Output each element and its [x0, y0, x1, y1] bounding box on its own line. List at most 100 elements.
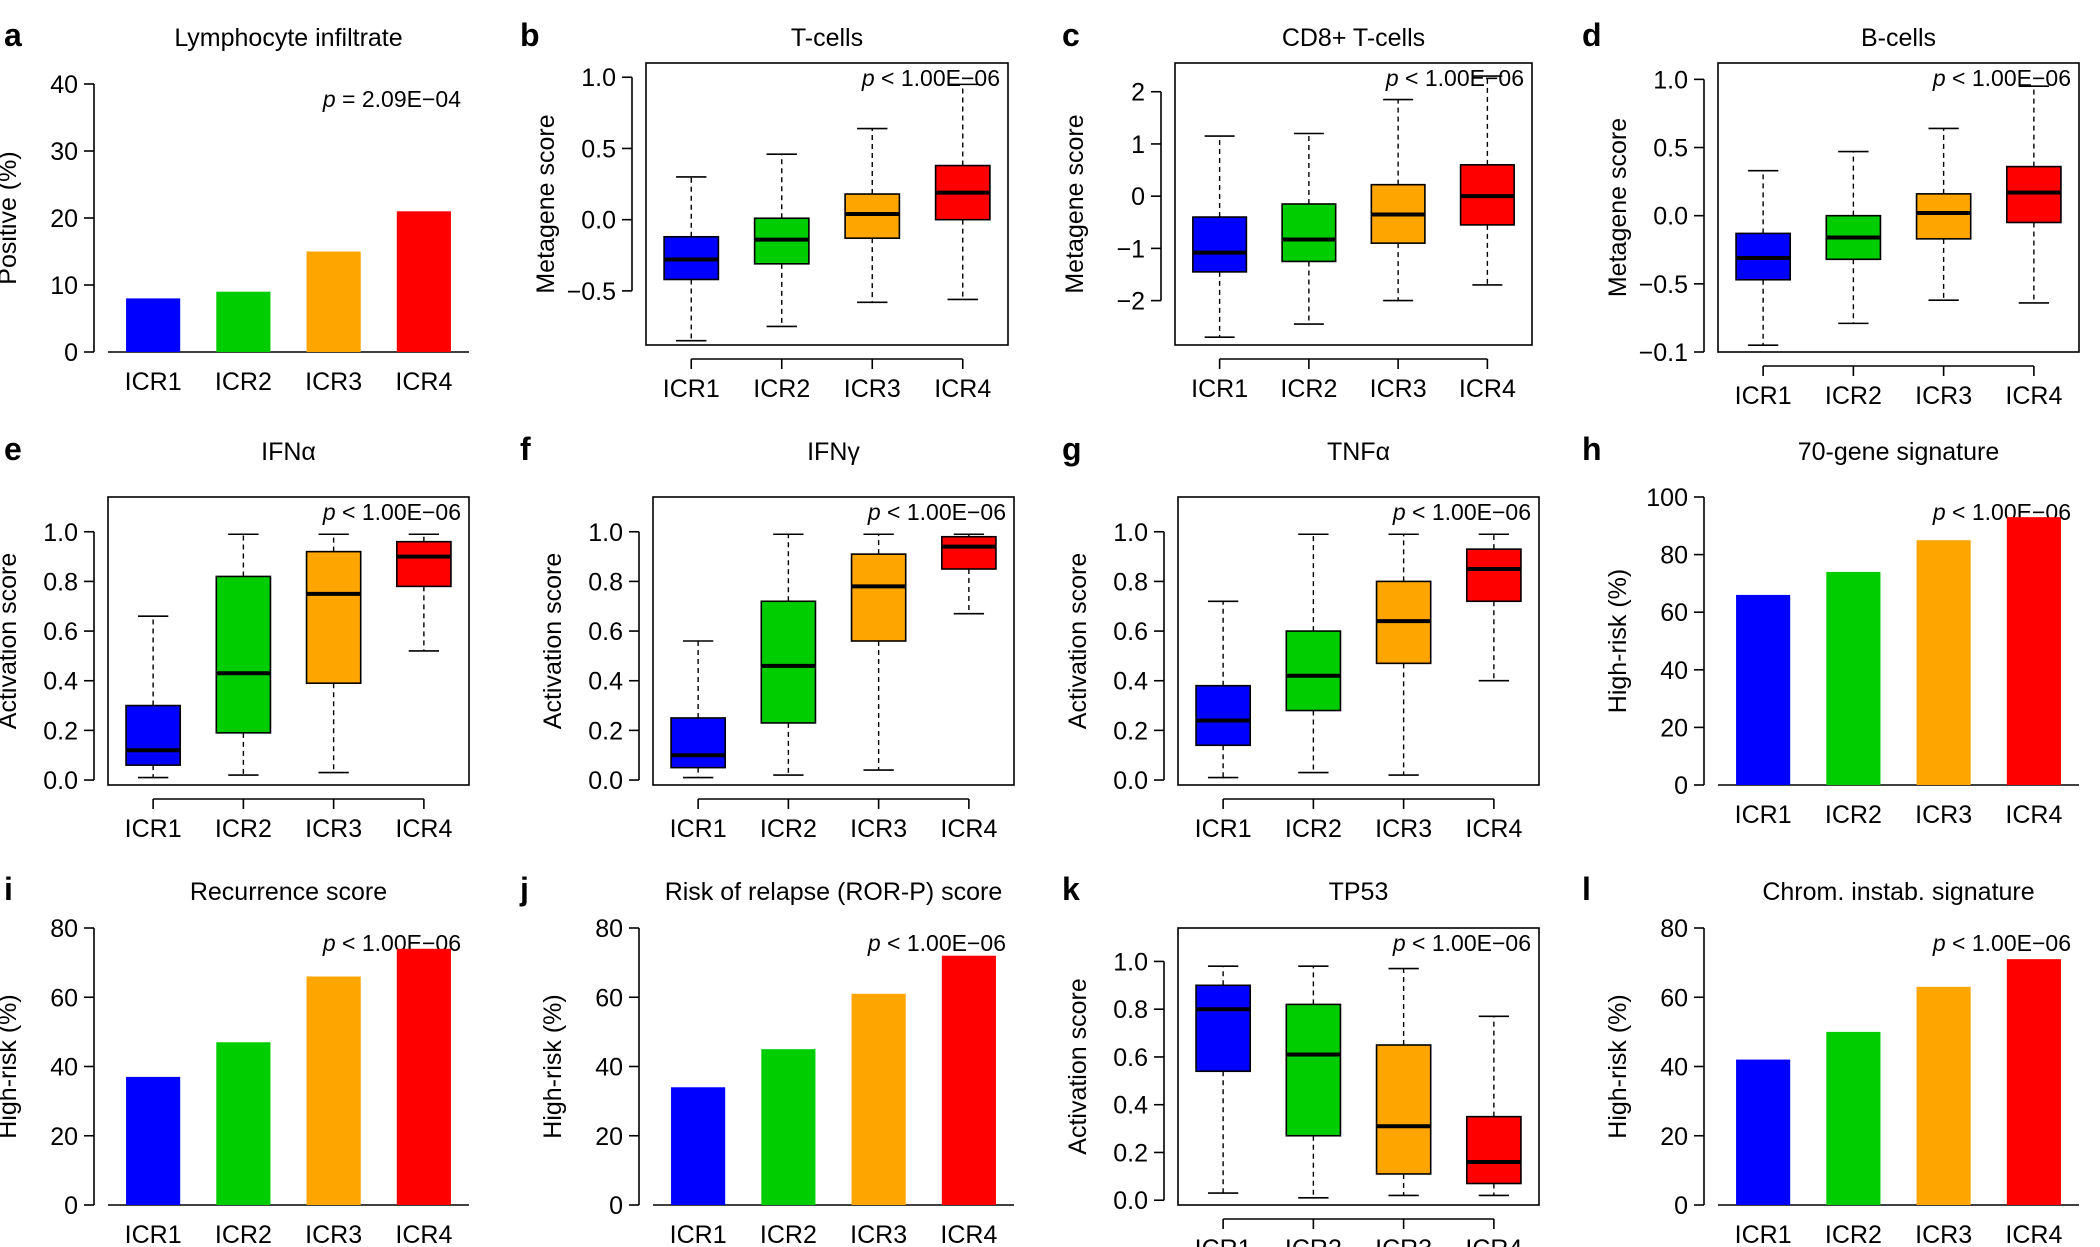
- bar-icr4: [2006, 517, 2061, 785]
- y-tick-label: 20: [595, 1123, 623, 1151]
- panel-letter: f: [520, 431, 531, 467]
- panel-letter: d: [1582, 17, 1602, 53]
- box-iqr: [125, 704, 182, 766]
- y-tick-label: 0.0: [581, 207, 616, 235]
- panel-letter: k: [1062, 871, 1080, 907]
- y-axis-label: Activation score: [539, 553, 567, 729]
- box-icr4: [395, 533, 452, 652]
- box-icr1: [1195, 965, 1252, 1194]
- y-tick-label: 0.6: [588, 618, 623, 646]
- p-value-label: p = 2.09E−04: [322, 86, 461, 112]
- bar-icr3: [306, 251, 361, 352]
- x-tick-label-icr3: ICR3: [305, 815, 362, 843]
- y-tick-label: −0.1: [1639, 339, 1688, 367]
- y-tick-label: −1: [1116, 235, 1145, 263]
- box-icr2: [1825, 150, 1882, 325]
- box-iqr: [1915, 193, 1972, 240]
- y-tick-label: 1.0: [1113, 519, 1148, 547]
- y-tick-label: −2: [1116, 288, 1145, 316]
- box-icr4: [1466, 533, 1522, 682]
- y-tick-label: 1.0: [1113, 948, 1148, 976]
- plot-frame: [1177, 927, 1540, 1206]
- y-tick-label: 100: [1646, 484, 1688, 512]
- box-iqr: [2006, 165, 2062, 224]
- x-tick-label-icr1: ICR1: [670, 1221, 727, 1247]
- box-icr4: [1466, 1015, 1522, 1197]
- panel-i: i Recurrence score 0 20 40 60 80 High-risk (%) I…: [0, 871, 469, 1247]
- y-tick-label: 1.0: [43, 519, 78, 547]
- y-axis-label: Activation score: [1064, 553, 1092, 729]
- box-icr2: [753, 153, 810, 328]
- panel-f: f IFNγ 0.0 0.2 0.4 0.6 0.8 1.0 Activation score I…: [520, 431, 1015, 843]
- x-tick-label-icr3: ICR3: [850, 815, 907, 843]
- x-tick-label-icr1: ICR1: [1735, 1221, 1792, 1247]
- p-value-label: p < 1.00E−06: [1392, 499, 1531, 525]
- panel-letter: e: [4, 431, 22, 467]
- plot-frame: [1177, 496, 1540, 786]
- y-tick-label: 0.4: [43, 668, 78, 696]
- p-value-label: p < 1.00E−06: [1932, 930, 2071, 956]
- panel-letter: l: [1582, 871, 1591, 907]
- box-icr4: [940, 533, 997, 615]
- bar-icr3: [1916, 540, 1971, 785]
- y-tick-label: 80: [1660, 915, 1688, 943]
- y-tick-label: 40: [595, 1054, 623, 1082]
- x-tick-label-icr4: ICR4: [934, 375, 991, 403]
- panel-title: Recurrence score: [190, 878, 387, 906]
- x-tick-label-icr2: ICR2: [1285, 815, 1342, 843]
- panel-e: e IFNα 0.0 0.2 0.4 0.6 0.8 1.0 Activation score I…: [0, 431, 470, 843]
- y-axis-label: High-risk (%): [0, 994, 22, 1138]
- panel-j: j Risk of relapse (ROR-P) score 0 20 40 60 80 H…: [519, 871, 1014, 1247]
- panel-title: Chrom. instab. signature: [1762, 878, 2034, 906]
- bar-icr4: [2006, 959, 2061, 1205]
- panel-title: T-cells: [791, 24, 863, 52]
- x-tick-label-icr3: ICR3: [850, 1221, 907, 1247]
- y-tick-label: 0.4: [588, 668, 623, 696]
- panel-h: h 70-gene signature 0 20 40 60 80 100 High-risk …: [1582, 431, 2079, 829]
- box-iqr: [940, 535, 997, 570]
- x-tick-label-icr4: ICR4: [395, 1221, 452, 1247]
- y-tick-label: 80: [1660, 542, 1688, 570]
- x-tick-label-icr2: ICR2: [760, 1221, 817, 1247]
- box-iqr: [215, 575, 272, 734]
- x-tick-label-icr1: ICR1: [1195, 1235, 1252, 1247]
- box-icr1: [663, 176, 720, 342]
- box-iqr: [850, 553, 907, 642]
- box-iqr: [395, 540, 452, 588]
- box-icr4: [934, 83, 991, 301]
- panel-b: b T-cells −0.5 0.0 0.5 1.0 Metagene score ICR1 I…: [520, 17, 1009, 403]
- y-tick-label: −0.5: [567, 278, 616, 306]
- box-icr3: [1370, 98, 1426, 302]
- box-iqr: [1285, 1003, 1342, 1137]
- p-value-label: p < 1.00E−06: [867, 499, 1006, 525]
- y-tick-label: 0.0: [43, 767, 78, 795]
- box-iqr: [1375, 1044, 1432, 1175]
- box-iqr: [844, 193, 901, 239]
- panel-letter: j: [519, 871, 529, 907]
- y-tick-label: 40: [50, 1054, 78, 1082]
- box-iqr: [1192, 216, 1248, 273]
- x-tick-label-icr4: ICR4: [2005, 1221, 2062, 1247]
- panel-d: d B-cells −0.1 −0.5 0.0 0.5 1.0 Metagene score I…: [1582, 17, 2080, 410]
- bar-icr4: [941, 955, 996, 1205]
- y-tick-label: 0: [1131, 183, 1145, 211]
- x-tick-label-icr1: ICR1: [1195, 815, 1252, 843]
- y-tick-label: 40: [1660, 1054, 1688, 1082]
- panel-k: k TP53 0.0 0.2 0.4 0.6 0.8 1.0 Activation score I…: [1062, 871, 1540, 1247]
- panel-title: TNFα: [1327, 438, 1390, 466]
- y-axis-label: Metagene score: [1604, 118, 1632, 297]
- y-tick-label: 60: [595, 984, 623, 1012]
- box-icr2: [1285, 533, 1342, 774]
- y-tick-label: 40: [50, 71, 78, 99]
- p-value-label: p < 1.00E−06: [1385, 65, 1524, 91]
- x-tick-label-icr3: ICR3: [305, 1221, 362, 1247]
- box-icr2: [1281, 132, 1337, 325]
- y-tick-label: 1.0: [1653, 66, 1688, 94]
- y-tick-label: 0.6: [43, 618, 78, 646]
- box-iqr: [1466, 1115, 1522, 1185]
- y-tick-label: 60: [1660, 599, 1688, 627]
- x-tick-label-icr2: ICR2: [1285, 1235, 1342, 1247]
- x-tick-label-icr3: ICR3: [1375, 1235, 1432, 1247]
- box-iqr: [1195, 684, 1252, 747]
- x-tick-label-icr4: ICR4: [1465, 1235, 1522, 1247]
